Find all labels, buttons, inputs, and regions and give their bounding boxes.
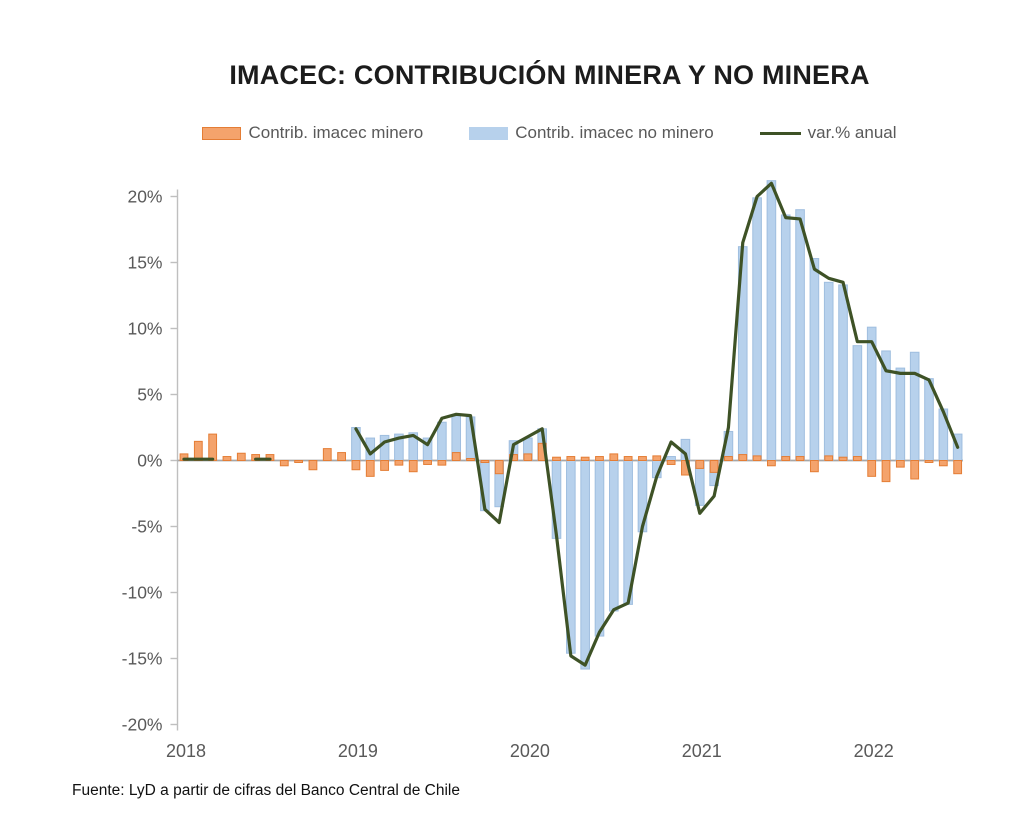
bars-minero	[179, 433, 963, 483]
y-tick-label: 5%	[137, 385, 162, 405]
legend-item-no-minero: Contrib. imacec no minero	[469, 123, 714, 143]
y-tick-label: -20%	[122, 715, 163, 735]
y-tick-label: -5%	[131, 517, 162, 537]
legend-label-no-minero: Contrib. imacec no minero	[515, 123, 714, 142]
x-year-label: 2022	[854, 741, 894, 761]
chart-legend: Contrib. imacec minero Contrib. imacec n…	[75, 123, 1024, 143]
y-tick-label: -15%	[122, 649, 163, 669]
y-tick-label: 20%	[127, 187, 162, 207]
var-anual-line-swatch-icon	[759, 131, 801, 135]
line-var-anual	[182, 181, 960, 667]
y-axis-ticks: 20% 15% 10% 5% 0% -5% -10% -15% -20%	[122, 187, 178, 735]
bars-no-minero	[351, 180, 963, 670]
legend-item-var-anual: var.% anual	[759, 123, 897, 143]
legend-label-var-anual: var.% anual	[807, 123, 897, 142]
y-tick-label: 0%	[137, 451, 162, 471]
minero-bar-swatch-icon	[202, 126, 242, 140]
y-tick-label: 15%	[127, 253, 162, 273]
legend-item-minero: Contrib. imacec minero	[202, 123, 423, 143]
x-year-label: 2020	[510, 741, 550, 761]
x-axis-year-labels: 2018 2019 2020 2021 2022	[166, 741, 894, 761]
x-year-label: 2019	[338, 741, 378, 761]
source-note: Fuente: LyD a partir de cifras del Banco…	[72, 782, 460, 799]
y-tick-label: -10%	[122, 583, 163, 603]
y-tick-label: 10%	[127, 319, 162, 339]
legend-label-minero: Contrib. imacec minero	[248, 123, 424, 142]
chart-title: IMACEC: CONTRIBUCIÓN MINERA Y NO MINERA	[229, 60, 870, 90]
x-year-label: 2021	[682, 741, 722, 761]
no-minero-bar-swatch-icon	[469, 126, 509, 140]
x-year-label: 2018	[166, 741, 206, 761]
